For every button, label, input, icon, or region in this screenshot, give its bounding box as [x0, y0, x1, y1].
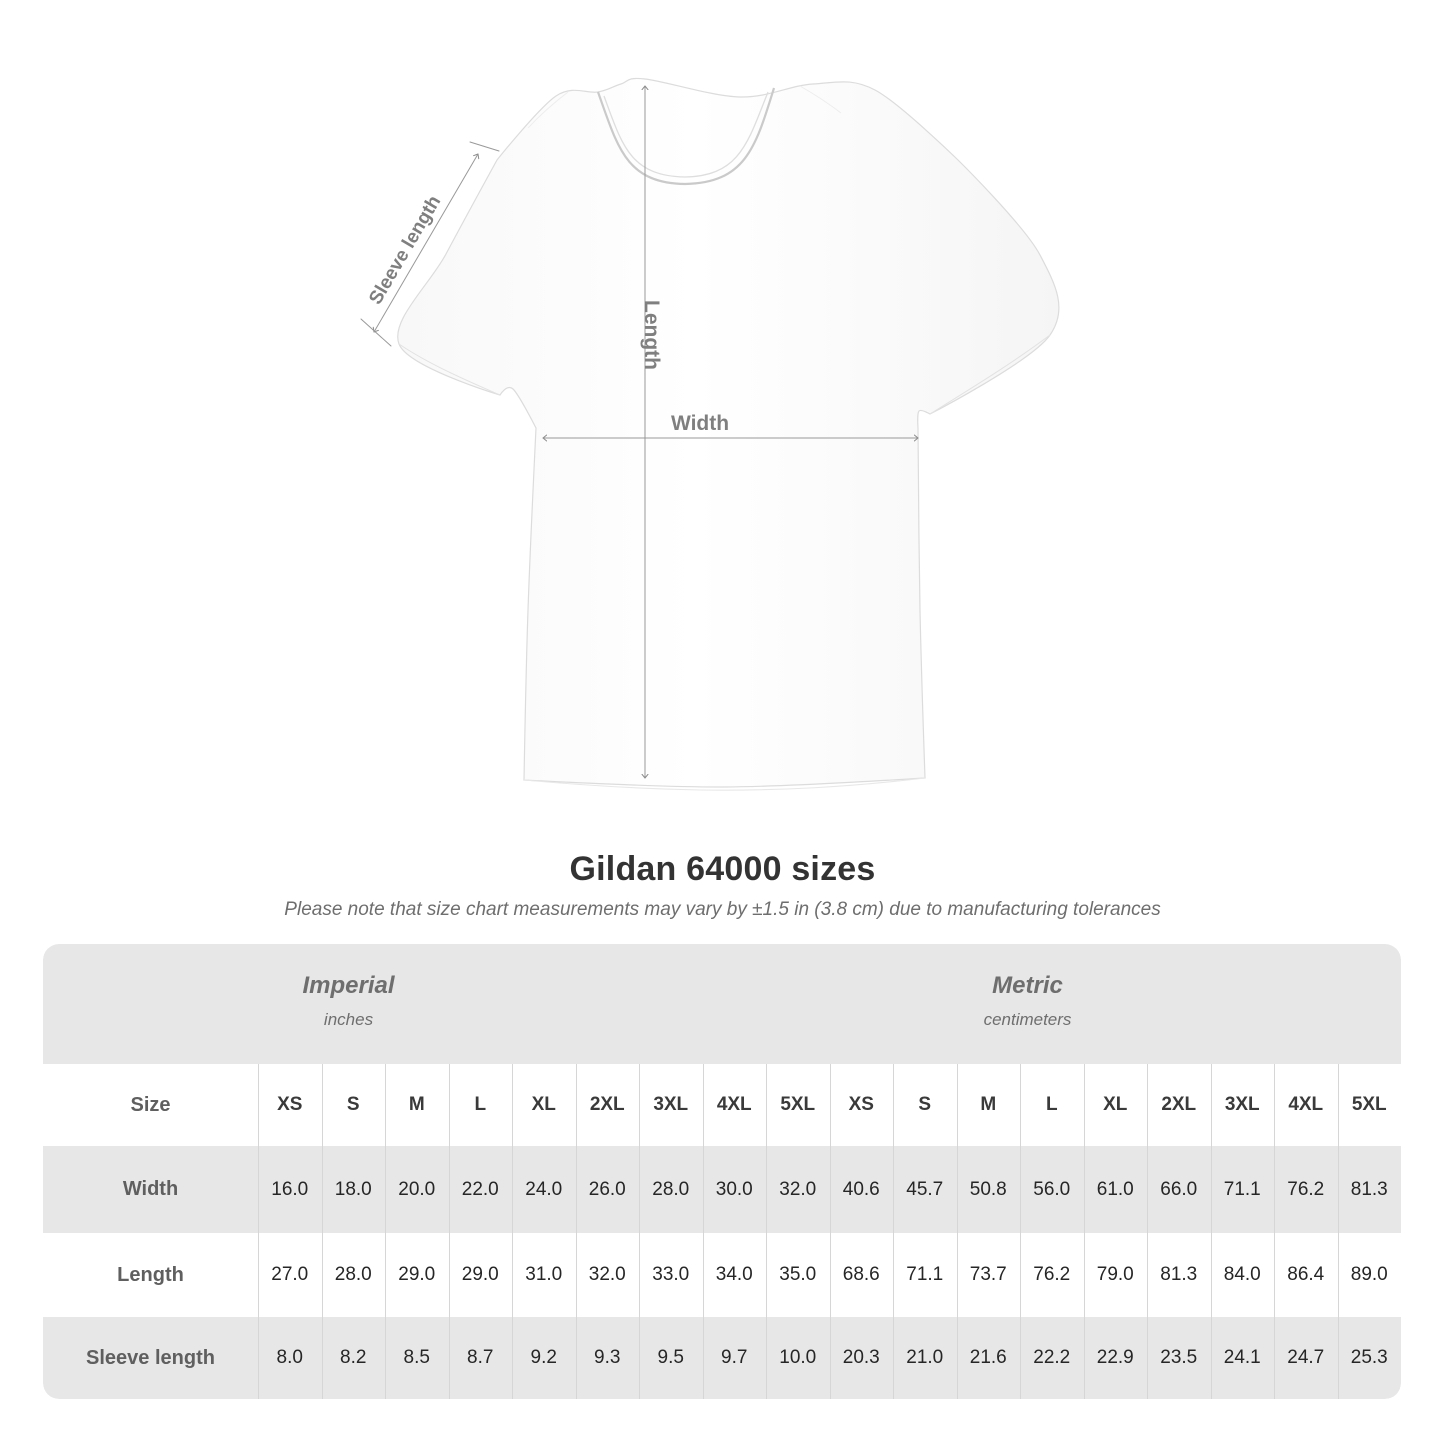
svg-text:Width: Width	[671, 412, 729, 435]
svg-text:Length: Length	[640, 300, 663, 370]
